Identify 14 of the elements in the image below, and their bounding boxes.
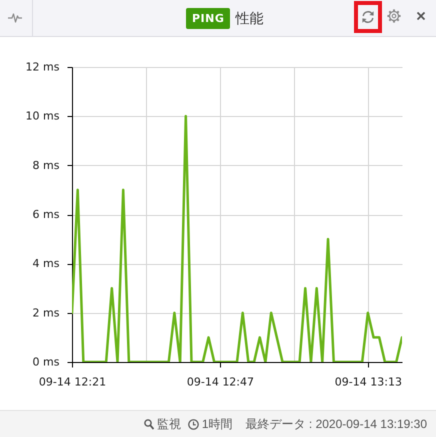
y-tick-label: 8 ms bbox=[32, 158, 60, 172]
y-tick-label: 2 ms bbox=[32, 306, 60, 320]
y-tick-label: 0 ms bbox=[32, 356, 60, 368]
x-tick-label: 09-14 13:13 bbox=[334, 376, 402, 388]
y-tick-label: 4 ms bbox=[32, 257, 60, 270]
y-tick-label: 12 ms bbox=[26, 60, 60, 74]
text: 1時間 bbox=[202, 416, 233, 432]
text: 最終データ : 2020-09-14 13:19:30 bbox=[246, 416, 427, 432]
chart-title: PING 性能 bbox=[191, 10, 264, 28]
y-tick-label: 10 ms bbox=[26, 110, 60, 123]
y-tick-label: 6 ms bbox=[32, 208, 60, 221]
x-tick-label: 09-14 12:47 bbox=[186, 376, 254, 388]
text: 監視 bbox=[156, 416, 181, 432]
x-tick-label: 09-14 12:21 bbox=[38, 376, 106, 388]
